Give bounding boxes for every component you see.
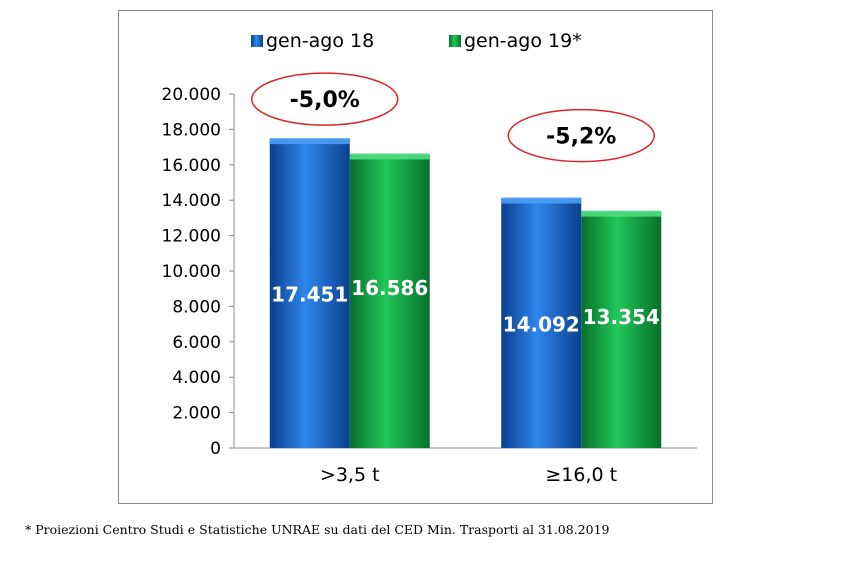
legend-swatch [449, 35, 461, 47]
annotation-label: -5,0% [290, 88, 360, 113]
chart-frame: 0 2.000 4.000 6.000 8.000 10.000 12.000 14.000 1… [118, 10, 713, 504]
bar-chart: 0 2.000 4.000 6.000 8.000 10.000 12.000 14.000 1… [162, 30, 697, 486]
bar-top [501, 197, 582, 204]
legend-label: gen-ago 18 [266, 30, 374, 52]
y-tick-label: 16.000 [162, 156, 221, 176]
footnote: * Proiezioni Centro Studi e Statistiche … [25, 522, 610, 537]
legend-label: gen-ago 19* [464, 30, 582, 52]
data-label: 17.451 [271, 283, 348, 307]
bar-top [349, 153, 430, 160]
bar [501, 198, 582, 448]
y-tick-label: 4.000 [172, 368, 221, 388]
bar [349, 154, 430, 448]
y-tick-label: 20.000 [162, 85, 221, 105]
y-tick-label: 10.000 [162, 262, 221, 282]
data-label: 16.586 [351, 276, 428, 300]
y-tick-label: 18.000 [162, 120, 221, 140]
y-tick-label: 0 [210, 439, 221, 459]
x-tick-label: >3,5 t [320, 464, 380, 486]
bar [581, 211, 662, 448]
y-tick-label: 8.000 [172, 297, 221, 317]
bar-top [269, 138, 350, 145]
data-label: 14.092 [503, 312, 580, 336]
bar [269, 139, 350, 448]
x-tick-label: ≥16,0 t [545, 464, 617, 486]
y-tick-label: 12.000 [162, 227, 221, 247]
data-label: 13.354 [583, 305, 660, 329]
y-tick-label: 14.000 [162, 191, 221, 211]
annotation-ellipse [251, 72, 399, 126]
annotation-label: -5,2% [546, 125, 616, 150]
y-tick-label: 6.000 [172, 333, 221, 353]
legend-swatch [251, 35, 263, 47]
y-tick-label: 2.000 [172, 404, 221, 424]
bar-top [581, 210, 662, 217]
annotation-ellipse [507, 108, 655, 163]
